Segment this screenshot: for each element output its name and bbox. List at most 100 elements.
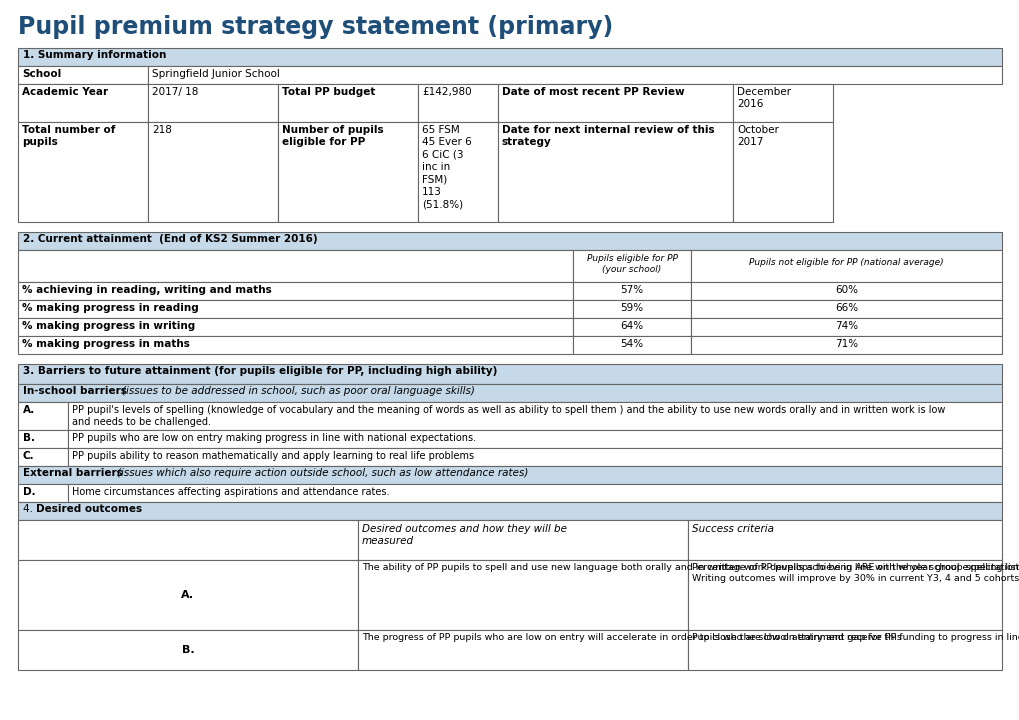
Bar: [68, 430, 1001, 448]
Text: B.: B.: [181, 645, 195, 655]
Text: 2. Current attainment  (End of KS2 Summer 2016): 2. Current attainment (End of KS2 Summer…: [23, 234, 317, 244]
Bar: [418, 84, 497, 122]
Text: Desired outcomes: Desired outcomes: [37, 504, 143, 514]
Bar: [497, 84, 733, 122]
Text: The progress of PP pupils who are low on entry will accelerate in order to close: The progress of PP pupils who are low on…: [362, 633, 901, 642]
Text: 71%: 71%: [835, 339, 857, 349]
Text: October
2017: October 2017: [737, 125, 779, 148]
Text: 66%: 66%: [835, 303, 857, 313]
Bar: [148, 122, 278, 222]
Bar: [18, 484, 68, 502]
Bar: [690, 300, 1001, 318]
Bar: [358, 520, 688, 560]
Text: A.: A.: [23, 405, 36, 415]
Text: Springfield Junior School: Springfield Junior School: [152, 69, 279, 79]
Bar: [18, 364, 1001, 384]
Bar: [18, 300, 573, 318]
Bar: [148, 66, 1001, 84]
Text: Number of pupils
eligible for PP: Number of pupils eligible for PP: [281, 125, 383, 148]
Bar: [18, 84, 148, 122]
Text: Desired outcomes and how they will be
measured: Desired outcomes and how they will be me…: [362, 524, 567, 546]
Text: 54%: 54%: [620, 339, 643, 349]
Text: Total PP budget: Total PP budget: [281, 87, 375, 97]
Text: Date of most recent PP Review: Date of most recent PP Review: [501, 87, 684, 97]
Text: Pupils eligible for PP
(your school): Pupils eligible for PP (your school): [586, 254, 677, 274]
Bar: [18, 232, 1001, 250]
Bar: [18, 250, 573, 282]
Bar: [18, 502, 1001, 520]
Text: Academic Year: Academic Year: [22, 87, 108, 97]
Text: PP pupils who are low on entry making progress in line with national expectation: PP pupils who are low on entry making pr…: [72, 433, 476, 443]
Bar: [18, 384, 1001, 402]
Text: External barriers: External barriers: [23, 468, 126, 478]
Bar: [688, 520, 1001, 560]
Bar: [18, 282, 573, 300]
Bar: [68, 402, 1001, 430]
Bar: [573, 336, 690, 354]
Text: (issues to be addressed in school, such as poor oral language skills): (issues to be addressed in school, such …: [121, 386, 474, 396]
Text: Percentage of PP pupils achieving ARE on the year group spelling list will incre: Percentage of PP pupils achieving ARE on…: [691, 563, 1019, 583]
Bar: [18, 318, 573, 336]
Bar: [573, 318, 690, 336]
Text: Total number of
pupils: Total number of pupils: [22, 125, 115, 148]
Bar: [18, 560, 358, 630]
Text: (issues which also require action outside school, such as low attendance rates): (issues which also require action outsid…: [116, 468, 528, 478]
Bar: [690, 318, 1001, 336]
Bar: [18, 520, 358, 560]
Bar: [18, 466, 1001, 484]
Text: 57%: 57%: [620, 285, 643, 295]
Text: A.: A.: [181, 590, 195, 600]
Text: The ability of PP pupils to spell and use new language both orally and in writte: The ability of PP pupils to spell and us…: [362, 563, 1019, 572]
Text: % making progress in reading: % making progress in reading: [22, 303, 199, 313]
Bar: [148, 84, 278, 122]
Text: % making progress in maths: % making progress in maths: [22, 339, 190, 349]
Text: Date for next internal review of this
strategy: Date for next internal review of this st…: [501, 125, 714, 148]
Text: 65 FSM
45 Ever 6
6 CiC (3
inc in
FSM)
113
(51.8%): 65 FSM 45 Ever 6 6 CiC (3 inc in FSM) 11…: [422, 125, 471, 210]
Text: December
2016: December 2016: [737, 87, 790, 109]
Text: B.: B.: [23, 433, 35, 443]
Bar: [688, 560, 1001, 630]
Bar: [68, 448, 1001, 466]
Bar: [18, 48, 1001, 66]
Bar: [573, 282, 690, 300]
Bar: [497, 122, 733, 222]
Text: Home circumstances affecting aspirations and attendance rates.: Home circumstances affecting aspirations…: [72, 487, 389, 497]
Text: 60%: 60%: [835, 285, 857, 295]
Text: Pupils not eligible for PP (national average): Pupils not eligible for PP (national ave…: [748, 258, 943, 267]
Text: 3. Barriers to future attainment (for pupils eligible for PP, including high abi: 3. Barriers to future attainment (for pu…: [23, 366, 497, 376]
Bar: [18, 336, 573, 354]
Text: 1. Summary information: 1. Summary information: [23, 50, 166, 60]
Bar: [278, 84, 418, 122]
Text: % making progress in writing: % making progress in writing: [22, 321, 195, 331]
Text: Pupil premium strategy statement (primary): Pupil premium strategy statement (primar…: [18, 15, 612, 39]
Text: Success criteria: Success criteria: [691, 524, 773, 534]
Bar: [358, 630, 688, 670]
Text: % achieving in reading, writing and maths: % achieving in reading, writing and math…: [22, 285, 271, 295]
Bar: [733, 84, 833, 122]
Text: In-school barriers: In-school barriers: [23, 386, 130, 396]
Bar: [18, 430, 68, 448]
Bar: [418, 122, 497, 222]
Text: PP pupils ability to reason mathematically and apply learning to real life probl: PP pupils ability to reason mathematical…: [72, 451, 474, 461]
Bar: [688, 630, 1001, 670]
Bar: [18, 630, 358, 670]
Text: Pupils who are low on entry and receive PP funding to progress in line with the : Pupils who are low on entry and receive …: [691, 633, 1019, 642]
Text: C.: C.: [23, 451, 35, 461]
Text: PP pupil's levels of spelling (knowledge of vocabulary and the meaning of words : PP pupil's levels of spelling (knowledge…: [72, 405, 945, 428]
Bar: [18, 402, 68, 430]
Text: £142,980: £142,980: [422, 87, 471, 97]
Text: 4.: 4.: [23, 504, 37, 514]
Text: 218: 218: [152, 125, 172, 135]
Text: 2017/ 18: 2017/ 18: [152, 87, 198, 97]
Bar: [690, 282, 1001, 300]
Bar: [68, 484, 1001, 502]
Bar: [690, 336, 1001, 354]
Text: 59%: 59%: [620, 303, 643, 313]
Bar: [18, 66, 148, 84]
Bar: [573, 300, 690, 318]
Text: 64%: 64%: [620, 321, 643, 331]
Bar: [18, 122, 148, 222]
Bar: [18, 448, 68, 466]
Bar: [690, 250, 1001, 282]
Text: 74%: 74%: [835, 321, 857, 331]
